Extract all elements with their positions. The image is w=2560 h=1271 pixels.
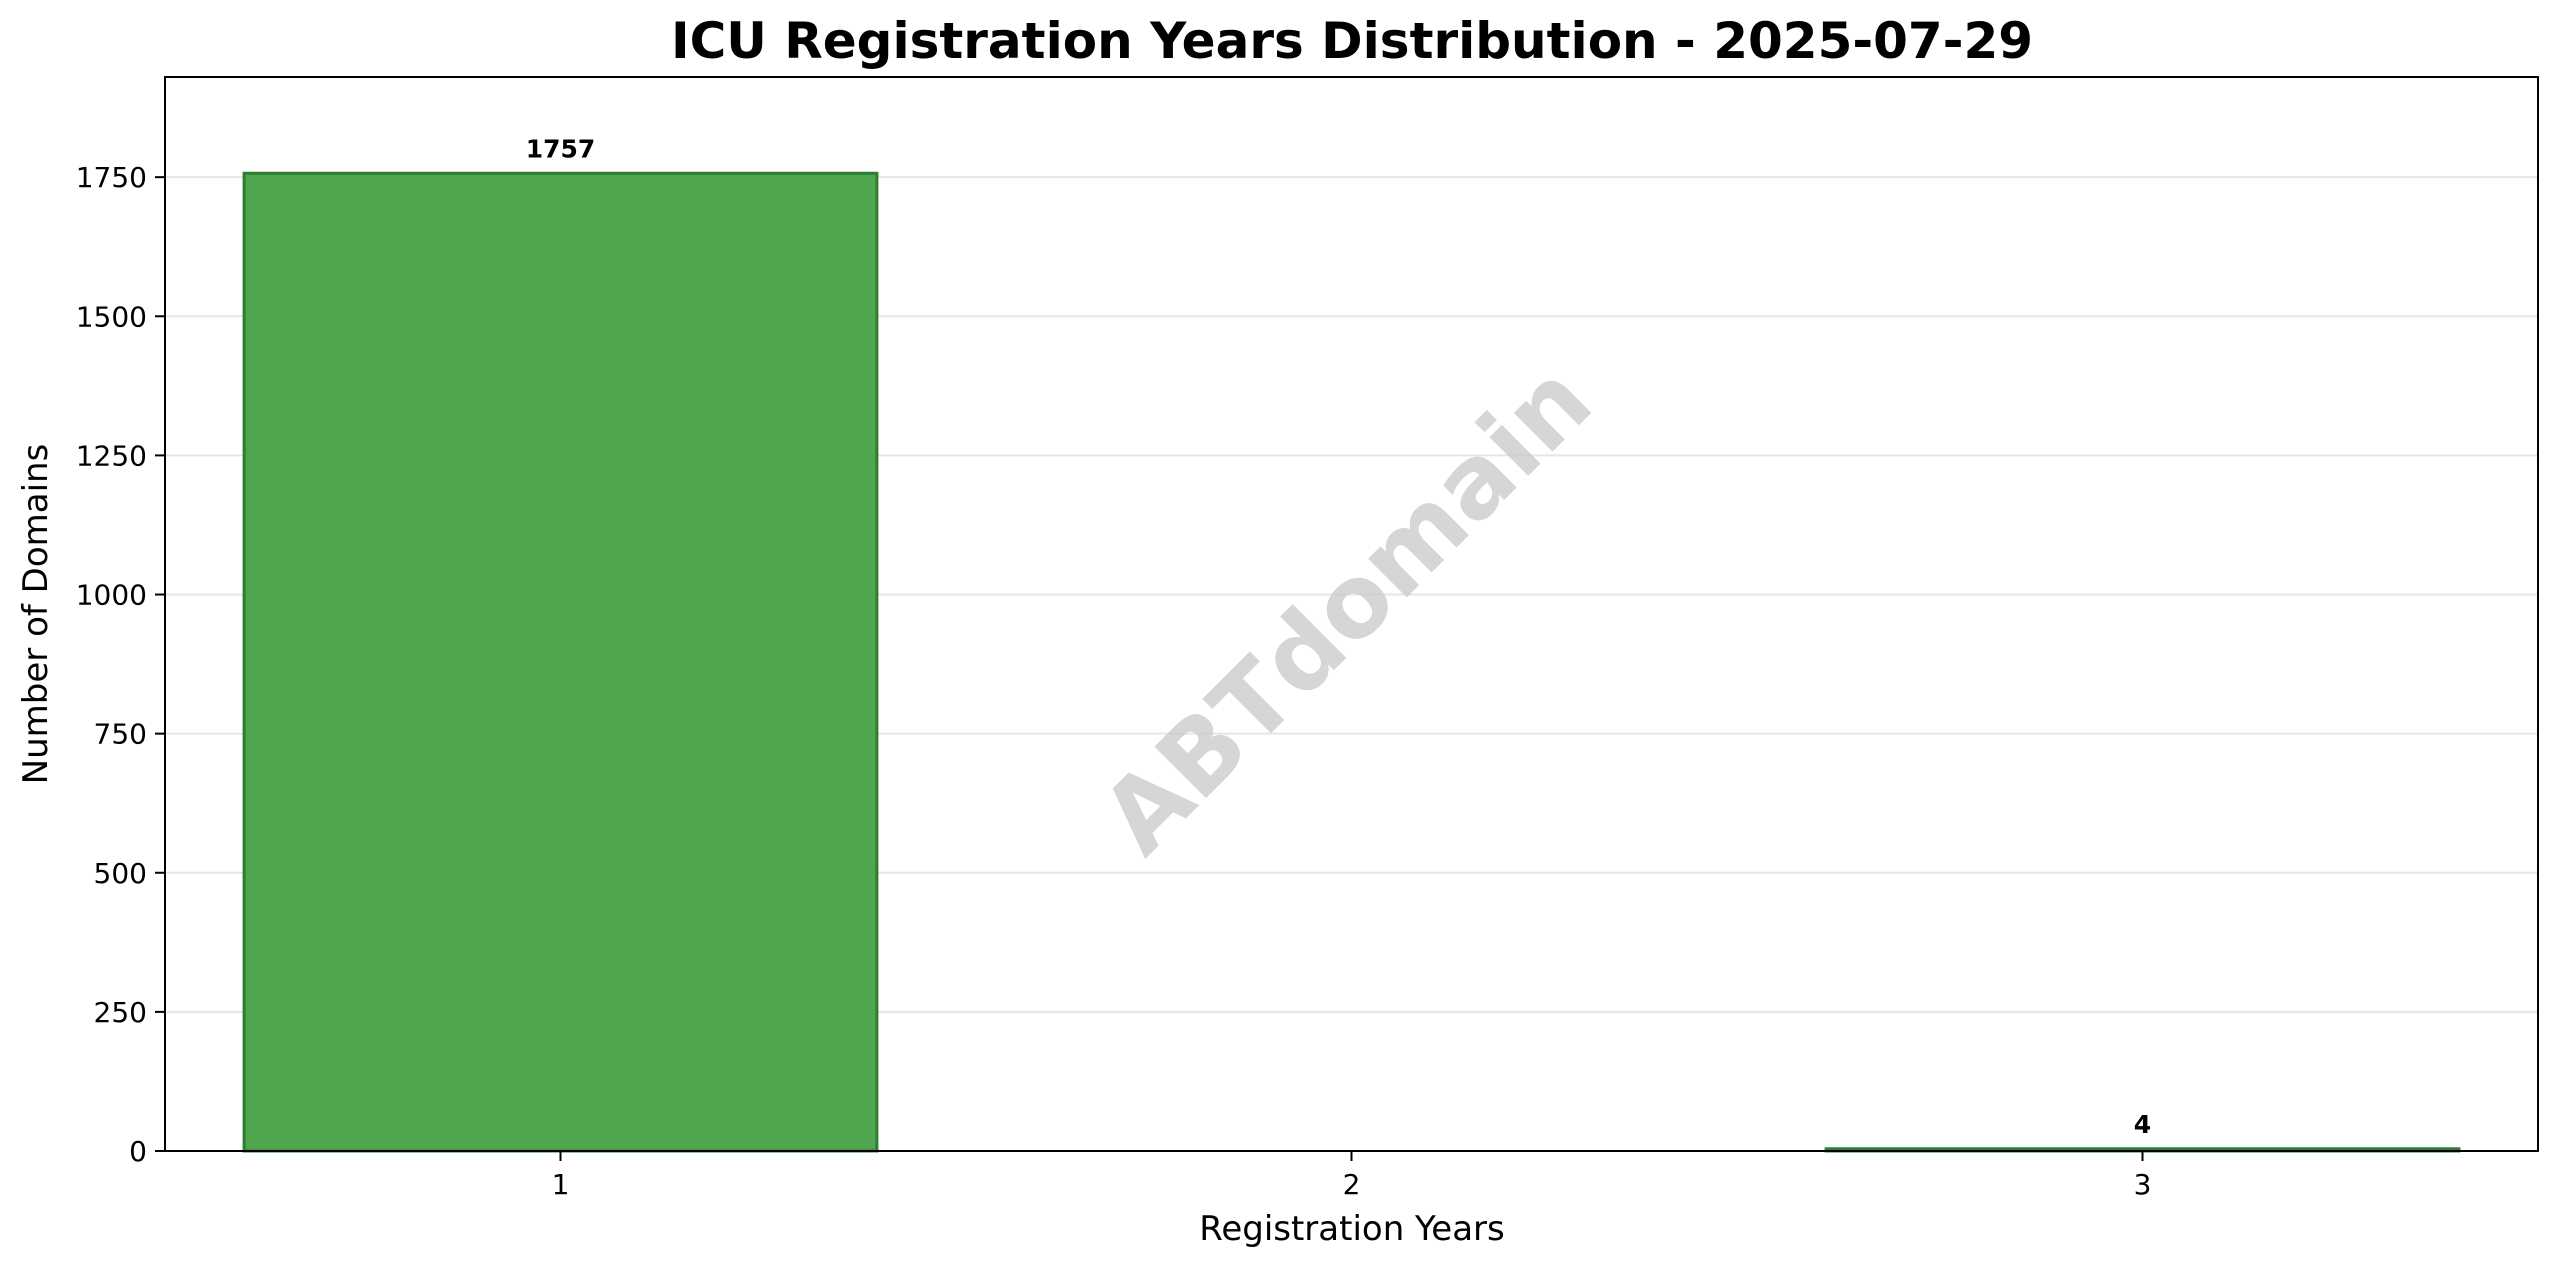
- data-labels-layer: 1757 4: [526, 134, 2152, 1139]
- bar-1: [242, 171, 879, 1153]
- y-tick-label: 500: [94, 857, 147, 890]
- x-tick-label: 1: [552, 1168, 570, 1201]
- y-tick-label: 1500: [76, 300, 147, 333]
- x-axis: 1 2 3: [552, 1151, 2152, 1201]
- y-tick-label: 1750: [76, 161, 147, 194]
- x-axis-label: Registration Years: [1199, 1209, 1505, 1249]
- y-tick-label: 250: [94, 996, 147, 1029]
- x-tick-label: 3: [2134, 1168, 2152, 1201]
- y-tick-label: 1250: [76, 439, 147, 472]
- bars-layer: [242, 171, 2461, 1153]
- y-tick-label: 0: [129, 1135, 147, 1168]
- data-label-1: 1757: [526, 134, 596, 163]
- y-tick-label: 1000: [76, 579, 147, 612]
- chart-title: ICU Registration Years Distribution - 20…: [671, 12, 2033, 70]
- plot-frame: [164, 76, 2539, 1152]
- x-tick-label: 2: [1343, 1168, 1361, 1201]
- y-axis-label: Number of Domains: [16, 444, 56, 785]
- y-tick-label: 750: [94, 718, 147, 751]
- data-label-3: 4: [2134, 1110, 2151, 1139]
- y-axis: 0 250 500 750 1000 1250 1500 1750: [76, 161, 165, 1168]
